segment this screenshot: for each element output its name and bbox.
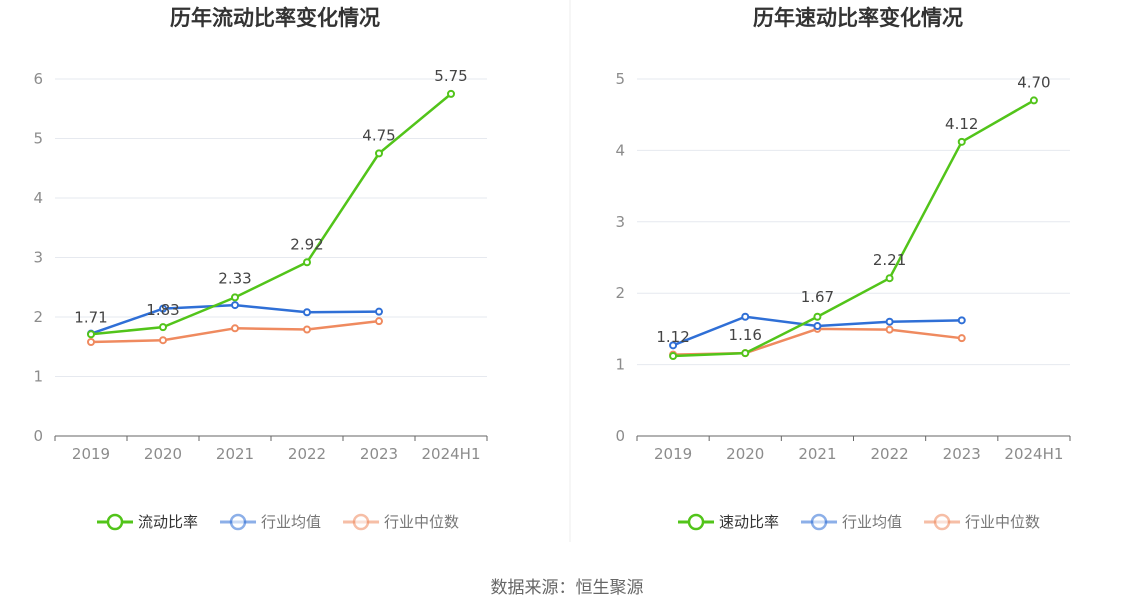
y-tick-label: 4 [33, 189, 43, 207]
x-tick-label: 2022 [288, 445, 326, 463]
y-tick-label: 4 [615, 141, 625, 159]
data-label: 2.21 [873, 251, 906, 269]
legend-label: 行业中位数 [384, 513, 459, 531]
data-point-avg [669, 341, 678, 350]
x-tick-label: 2020 [144, 445, 182, 463]
x-tick-label: 2022 [870, 445, 908, 463]
y-tick-label: 2 [33, 308, 43, 326]
data-label: 4.70 [1017, 73, 1050, 91]
quick-ratio-chart: 历年速动比率变化情况 0 1 2 3 4 5 2019 2020 2021 2022 2023 2024… [615, 6, 1071, 531]
chart-title: 历年流动比率变化情况 [170, 6, 380, 30]
x-tick-label: 2023 [943, 445, 981, 463]
y-tick-label: 3 [615, 213, 625, 231]
legend-marker-circle [106, 513, 124, 531]
x-tick-label: 2020 [726, 445, 764, 463]
data-point-median [375, 317, 383, 326]
data-point-avg [957, 316, 966, 325]
legend-marker-circle [352, 513, 370, 531]
chart-title: 历年速动比率变化情况 [753, 6, 963, 30]
data-point-avg [159, 304, 167, 313]
data-label: 1.83 [146, 301, 179, 319]
data-point-main [813, 312, 822, 321]
x-tick-label: 2023 [360, 445, 398, 463]
data-point-median [159, 336, 167, 345]
data-point-main [303, 258, 311, 267]
legend-label: 流动比率 [138, 513, 198, 531]
legend-marker-circle [229, 513, 247, 531]
legend-label: 行业中位数 [965, 513, 1040, 531]
series-line-main [90, 92, 452, 336]
legend-label: 行业均值 [261, 513, 321, 531]
data-label: 2.33 [218, 269, 251, 287]
data-point-main [741, 349, 750, 358]
y-tick-label: 1 [33, 368, 43, 386]
y-tick-label: 2 [615, 284, 625, 302]
y-tick-label: 0 [33, 427, 43, 445]
y-tick-label: 5 [33, 130, 43, 148]
current-ratio-chart: 历年流动比率变化情况 0 1 2 3 4 5 6 2019 2020 2021 2022 2023 202… [33, 6, 488, 531]
data-point-avg [741, 312, 750, 321]
data-label: 4.75 [362, 126, 395, 144]
data-label: 1.71 [74, 308, 107, 326]
legend-marker-circle [810, 513, 828, 531]
legend-label: 行业均值 [842, 513, 902, 531]
data-label: 1.16 [729, 326, 762, 344]
data-point-main [375, 149, 383, 158]
data-point-main [159, 323, 167, 332]
data-point-main [957, 137, 966, 146]
data-label: 4.12 [945, 115, 978, 133]
y-tick-label: 0 [615, 427, 625, 445]
y-tick-label: 3 [33, 249, 43, 267]
y-tick-label: 1 [615, 356, 625, 374]
data-point-main [669, 352, 678, 361]
data-point-median [231, 324, 239, 333]
data-point-median [885, 325, 894, 334]
data-point-avg [885, 317, 894, 326]
data-point-main [885, 274, 894, 283]
x-tick-label: 2024H1 [1004, 445, 1063, 463]
data-point-main [447, 89, 455, 98]
y-tick-label: 6 [33, 70, 43, 88]
x-tick-label: 2021 [216, 445, 254, 463]
x-tick-label: 2019 [72, 445, 110, 463]
data-point-median [303, 325, 311, 334]
data-label: 1.67 [801, 288, 834, 306]
legend-label: 速动比率 [719, 513, 779, 531]
x-tick-label: 2021 [798, 445, 836, 463]
data-point-avg [231, 301, 239, 310]
data-label: 2.92 [290, 235, 323, 253]
data-point-main [1029, 96, 1038, 105]
data-point-main [231, 293, 239, 302]
legend-marker-circle [933, 513, 951, 531]
data-source-note: 数据来源：恒生聚源 [491, 578, 644, 598]
data-point-avg [375, 307, 383, 316]
data-point-main [87, 330, 95, 339]
data-point-avg [813, 322, 822, 331]
data-label: 1.12 [656, 328, 689, 346]
data-point-median [957, 334, 966, 343]
x-tick-label: 2024H1 [422, 445, 481, 463]
data-point-median [87, 337, 95, 346]
legend-marker-circle [687, 513, 705, 531]
series-line-main [673, 99, 1035, 358]
data-point-avg [303, 308, 311, 317]
data-label: 5.75 [434, 67, 467, 85]
x-tick-label: 2019 [654, 445, 692, 463]
y-tick-label: 5 [615, 70, 625, 88]
